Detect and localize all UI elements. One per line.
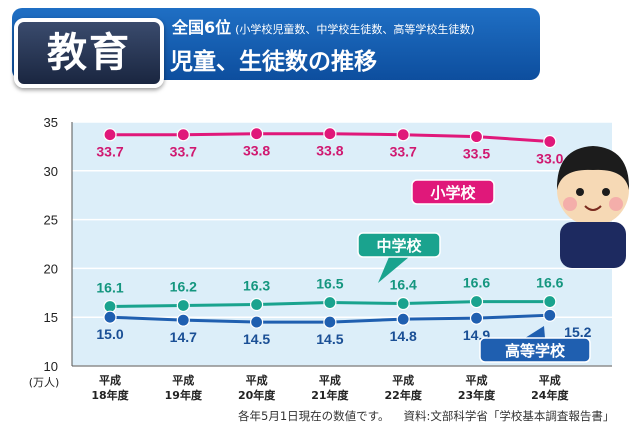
x-tick-label-era: 平成 [466, 373, 488, 387]
x-tick-label-year: 18年度 [91, 388, 129, 402]
legend-callout-box [411, 179, 495, 205]
x-tick-label-year: 21年度 [311, 388, 349, 402]
data-label: 33.8 [243, 143, 270, 159]
data-point [543, 308, 557, 322]
data-label: 33.0 [536, 151, 563, 167]
data-point [103, 128, 117, 142]
legend-callout-box [357, 232, 441, 258]
data-label: 16.6 [463, 275, 490, 291]
data-label: 14.7 [170, 329, 197, 345]
footnote: 各年5月1日現在の数値です。 資料:文部科学省「学校基本調査報告書」 [238, 408, 614, 424]
student-mouth [584, 205, 602, 211]
y-tick-label: 25 [44, 213, 58, 228]
student-uniform [560, 222, 626, 268]
chart-subtitle: 児童、生徒数の推移 [170, 49, 377, 75]
y-tick-label: 15 [44, 310, 58, 325]
student-cheek [563, 197, 577, 211]
student-eye [602, 188, 610, 196]
data-label: 33.8 [316, 143, 343, 159]
data-label: 15.0 [96, 326, 123, 342]
data-point [469, 311, 484, 325]
data-label: 16.5 [316, 276, 343, 292]
source-note: 資料:文部科学省「学校基本調査報告書」 [403, 409, 615, 423]
data-point [176, 128, 190, 142]
data-label: 14.5 [316, 331, 343, 347]
data-label: 14.8 [390, 328, 417, 344]
data-point [103, 310, 117, 324]
data-point [176, 298, 190, 313]
legend-label: 小学校 [430, 184, 476, 202]
data-label: 16.1 [96, 279, 123, 295]
data-point [323, 127, 337, 141]
x-tick-label-era: 平成 [246, 373, 268, 387]
y-tick-label: 10 [44, 359, 58, 374]
student-cheek [609, 197, 623, 211]
data-label: 16.2 [170, 278, 197, 294]
data-point [323, 315, 337, 329]
data-label: 14.5 [243, 331, 270, 347]
y-tick-label: 35 [44, 115, 58, 130]
data-point [396, 128, 410, 142]
data-label: 16.6 [536, 275, 563, 291]
data-point [250, 315, 264, 329]
data-point [543, 294, 557, 309]
category-badge: 教育 [14, 18, 164, 88]
x-tick-label-year: 19年度 [165, 388, 203, 402]
x-tick-label-year: 24年度 [531, 388, 569, 402]
plot-area [72, 122, 612, 366]
legend-callout-box [479, 337, 591, 363]
data-label: 15.2 [564, 324, 591, 340]
data-label: 33.7 [170, 144, 197, 160]
data-point [469, 130, 484, 144]
data-point [469, 294, 484, 309]
rank-note: (小学校児童数、中学校生徒数、高等学校生徒数) [235, 23, 475, 36]
x-tick-label-year: 20年度 [238, 388, 276, 402]
legend-label: 中学校 [376, 237, 422, 255]
data-label: 33.7 [390, 144, 417, 160]
x-tick-label-year: 22年度 [385, 388, 423, 402]
x-tick-label-era: 平成 [99, 373, 121, 387]
date-note: 各年5月1日現在の数値です。 [238, 409, 390, 423]
rank-text: 全国6位 [172, 18, 232, 37]
y-tick-label: 20 [44, 261, 58, 276]
data-label: 33.7 [96, 144, 123, 160]
student-hair [556, 146, 630, 190]
rank-line: 全国6位 (小学校児童数、中学校生徒数、高等学校生徒数) [172, 14, 475, 38]
x-tick-label-era: 平成 [172, 373, 194, 387]
x-tick-label-era: 平成 [392, 373, 414, 387]
x-tick-label-year: 23年度 [458, 388, 496, 402]
data-point [323, 295, 337, 310]
data-point [396, 296, 410, 311]
x-tick-label-era: 平成 [539, 373, 561, 387]
y-tick-label: 30 [44, 164, 58, 179]
data-point [250, 127, 264, 141]
student-eye [576, 188, 584, 196]
data-label: 16.3 [243, 278, 270, 294]
x-tick-label-era: 平成 [319, 373, 341, 387]
data-label: 33.5 [463, 146, 490, 162]
legend-callout-pointer [378, 257, 409, 283]
y-unit-label: (万人) [29, 376, 60, 389]
data-point [396, 312, 410, 326]
data-point [250, 297, 264, 312]
legend-label: 高等学校 [505, 342, 566, 360]
data-point [176, 313, 190, 327]
legend-callout-pointer [525, 326, 545, 338]
data-point [543, 134, 557, 149]
data-label: 16.4 [390, 277, 417, 293]
